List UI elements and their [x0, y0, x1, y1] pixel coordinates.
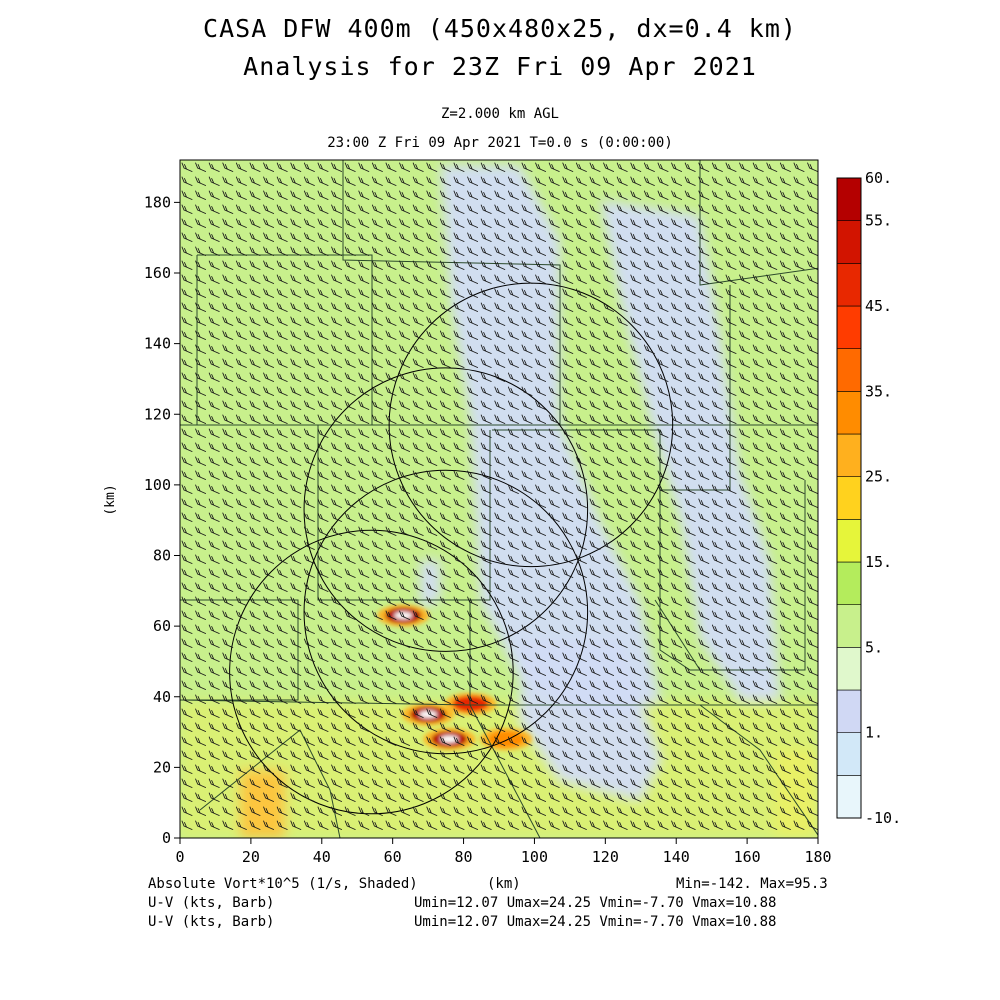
colorbar-segment	[836, 732, 862, 776]
colorbar-label: 60.	[865, 169, 892, 187]
chart-title-line-2: Analysis for 23Z Fri 09 Apr 2021	[243, 52, 757, 81]
boundary-line	[699, 704, 818, 836]
x-tick-label: 140	[663, 848, 690, 866]
colorbar-segment	[836, 433, 862, 477]
vorticity-maximum	[402, 703, 455, 726]
y-tick-label: 100	[144, 476, 171, 494]
barb-stats-2: Umin=12.07 Umax=24.25 Vmin=-7.70 Vmax=10…	[414, 914, 777, 930]
colorbar-segment	[836, 775, 862, 819]
y-tick-label: 20	[153, 758, 171, 776]
barb-label-1: U-V (kts, Barb)	[148, 895, 275, 911]
boundary-line	[197, 254, 373, 425]
colorbar-segment	[836, 177, 862, 221]
x-axis: 0 20 40 60 80 100 120 140 160 180	[175, 838, 832, 866]
boundary-line	[317, 425, 491, 601]
colorbar-segment	[836, 220, 862, 264]
barb-label-2: U-V (kts, Barb)	[148, 914, 275, 930]
boundary-line	[199, 729, 341, 838]
orange-patch	[240, 770, 285, 838]
min-max-label: Min=-142. Max=95.3	[676, 876, 828, 892]
vort-core	[452, 695, 489, 712]
y-tick-label: 60	[153, 617, 171, 635]
colorbar-segment	[836, 391, 862, 435]
wind-barbs	[181, 162, 818, 830]
plot-frame	[179, 159, 819, 839]
chart-title-line-1: CASA DFW 400m (450x480x25, dx=0.4 km)	[203, 14, 797, 43]
colorbar-segment	[836, 519, 862, 563]
radar-range-ring	[303, 469, 589, 755]
x-tick-label: 160	[734, 848, 761, 866]
colorbar-segment	[836, 476, 862, 520]
vort-core	[488, 731, 525, 748]
barb-stats-1: Umin=12.07 Umax=24.25 Vmin=-7.70 Vmax=10…	[414, 895, 777, 911]
x-tick-label: 60	[384, 848, 402, 866]
y-tick-label: 180	[144, 193, 171, 211]
colorbar-segment	[836, 263, 862, 307]
shaded-field-label: Absolute Vort*10^5 (1/s, Shaded)	[148, 876, 418, 892]
colorbar-segment	[836, 689, 862, 733]
radar-range-ring	[303, 367, 589, 652]
colorbar-label: 25.	[865, 468, 892, 486]
colorbar-label: 15.	[865, 553, 892, 571]
level-subtitle: Z=2.000 km AGL	[440, 106, 559, 122]
boundary-line	[342, 160, 561, 425]
x-tick-label: 0	[175, 848, 184, 866]
boundary-line	[469, 704, 541, 838]
colorbar: -10. 1. 5. 15. 25. 35. 45. 55. 60.	[836, 169, 901, 827]
colorbar-segment	[836, 647, 862, 691]
colorbar-label: 55.	[865, 212, 892, 230]
boundary-line	[659, 480, 806, 671]
colorbar-label: 5.	[865, 638, 883, 656]
x-tick-label: 20	[242, 848, 260, 866]
colorbar-segment	[836, 561, 862, 605]
y-tick-label: 160	[144, 264, 171, 282]
x-tick-label: 100	[521, 848, 548, 866]
low-value-region	[520, 640, 660, 800]
radar-range-rings	[229, 282, 674, 815]
wind-barb-field	[181, 162, 818, 830]
x-tick-label: 180	[804, 848, 831, 866]
x-tick-label: 80	[455, 848, 473, 866]
boundary-line	[654, 599, 701, 671]
y-tick-label: 0	[162, 829, 171, 847]
x-tick-label: 120	[592, 848, 619, 866]
low-value-region	[600, 200, 780, 700]
y-axis-label: (km)	[103, 484, 118, 515]
y-tick-label: 140	[144, 335, 171, 353]
x-axis-unit-label: (km)	[487, 876, 521, 892]
colorbar-label: 45.	[865, 297, 892, 315]
colorbar-segment	[836, 305, 862, 349]
time-subtitle: 23:00 Z Fri 09 Apr 2021 T=0.0 s (0:00:00…	[327, 135, 673, 151]
y-tick-label: 80	[153, 547, 171, 565]
y-tick-label: 40	[153, 688, 171, 706]
colorbar-label: 1.	[865, 724, 883, 742]
colorbar-frame	[836, 177, 862, 819]
colorbar-label: -10.	[865, 809, 901, 827]
radar-range-ring	[229, 529, 514, 815]
y-tick-label: 120	[144, 405, 171, 423]
plot-area	[180, 160, 818, 838]
county-boundaries	[180, 160, 818, 838]
colorbar-segment	[836, 604, 862, 648]
colorbar-label: 35.	[865, 382, 892, 400]
x-tick-label: 40	[313, 848, 331, 866]
boundary-line	[699, 160, 818, 286]
colorbar-segment	[836, 348, 862, 392]
y-axis: 0 20 40 60 80 100 120 140 160 180	[144, 193, 180, 847]
